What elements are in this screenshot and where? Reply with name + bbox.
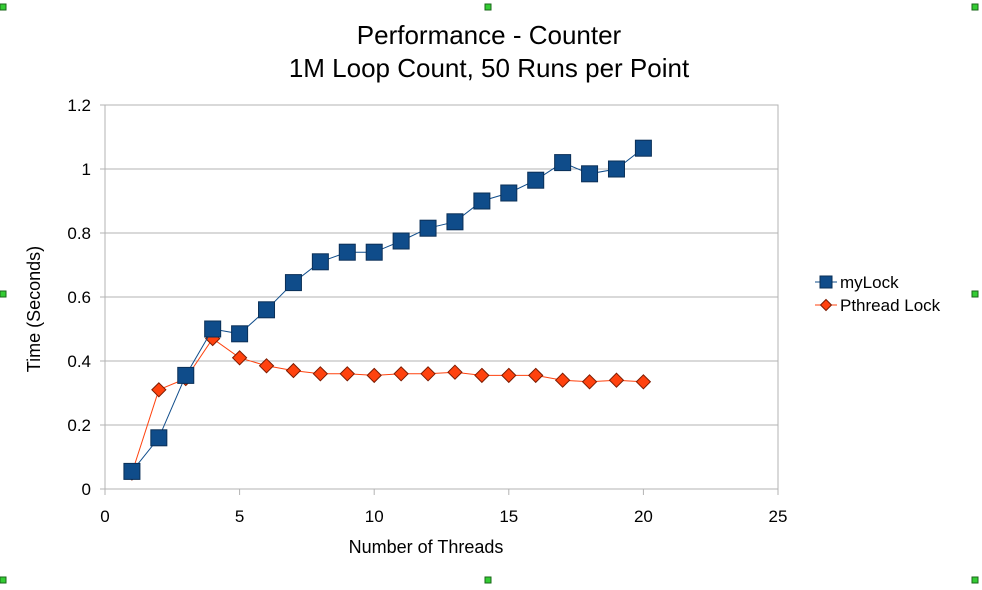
data-point-pthread-lock bbox=[393, 366, 409, 382]
selection-handle bbox=[0, 576, 7, 584]
selection-handle bbox=[971, 576, 979, 584]
data-point-mylock bbox=[473, 192, 491, 210]
y-tick-label: 0.6 bbox=[67, 288, 91, 307]
legend: myLock Pthread Lock bbox=[815, 273, 941, 315]
x-tick-label: 0 bbox=[100, 507, 109, 526]
legend-label-pthread-lock: Pthread Lock bbox=[840, 296, 941, 315]
chart-title-line-2: 1M Loop Count, 50 Runs per Point bbox=[289, 53, 690, 83]
data-point-pthread-lock bbox=[635, 374, 652, 390]
y-tick-label: 1 bbox=[82, 160, 91, 179]
series-line-pthread-lock bbox=[131, 337, 644, 474]
data-point-mylock bbox=[581, 165, 599, 183]
data-point-mylock bbox=[607, 160, 625, 178]
data-point-mylock bbox=[554, 154, 572, 172]
data-point-pthread-lock bbox=[554, 372, 571, 388]
y-axis-title: Time (Seconds) bbox=[24, 246, 44, 372]
data-point-mylock bbox=[123, 462, 141, 480]
legend-marker-pthread-lock bbox=[819, 298, 833, 312]
x-tick-label: 10 bbox=[365, 507, 384, 526]
data-point-mylock bbox=[365, 243, 383, 261]
data-point-mylock bbox=[338, 243, 356, 261]
data-point-pthread-lock bbox=[258, 358, 275, 374]
plot-area: 0 0.2 0.4 0.6 0.8 1 1.2 0 5 10 15 20 25 bbox=[67, 96, 787, 526]
data-point-pthread-lock bbox=[528, 367, 544, 384]
y-tick-label: 0.2 bbox=[67, 416, 91, 435]
x-tick-label: 5 bbox=[235, 507, 244, 526]
data-point-pthread-lock bbox=[608, 372, 625, 388]
data-point-pthread-lock bbox=[420, 366, 436, 382]
data-point-mylock bbox=[150, 429, 168, 447]
y-tick-label: 0.8 bbox=[67, 224, 91, 243]
y-tick-label: 0 bbox=[82, 480, 91, 499]
plot-frame bbox=[104, 104, 779, 490]
series-mylock bbox=[123, 139, 652, 480]
data-point-mylock bbox=[419, 219, 437, 237]
x-tick-label: 20 bbox=[634, 507, 653, 526]
data-point-mylock bbox=[284, 274, 302, 292]
selection-handles bbox=[0, 3, 979, 584]
selection-handle bbox=[484, 576, 492, 584]
data-point-pthread-lock bbox=[312, 366, 329, 382]
data-point-mylock bbox=[177, 366, 195, 384]
data-point-mylock bbox=[527, 171, 545, 189]
data-point-pthread-lock bbox=[474, 367, 490, 384]
selection-handle bbox=[0, 3, 7, 11]
data-point-mylock bbox=[258, 301, 276, 319]
data-point-pthread-lock bbox=[501, 367, 517, 384]
data-point-pthread-lock bbox=[231, 350, 248, 366]
data-point-mylock bbox=[500, 184, 518, 202]
legend-label-mylock: myLock bbox=[840, 273, 899, 292]
data-point-mylock bbox=[634, 139, 652, 157]
data-point-mylock bbox=[392, 232, 410, 250]
data-point-pthread-lock bbox=[339, 366, 355, 382]
series-pthread-lock bbox=[124, 330, 652, 481]
data-point-mylock bbox=[204, 320, 222, 338]
chart-title-line-1: Performance - Counter bbox=[357, 20, 622, 50]
y-tick-label: 0.4 bbox=[67, 352, 91, 371]
data-point-pthread-lock bbox=[366, 367, 382, 384]
data-point-pthread-lock bbox=[581, 374, 598, 390]
data-point-pthread-lock bbox=[285, 362, 302, 379]
x-tick-label: 15 bbox=[499, 507, 518, 526]
x-tick-label: 25 bbox=[769, 507, 788, 526]
y-tick-label: 1.2 bbox=[67, 96, 91, 115]
data-point-pthread-lock bbox=[447, 364, 463, 380]
data-point-pthread-lock bbox=[151, 382, 167, 398]
selection-handle bbox=[0, 290, 7, 298]
legend-marker-mylock bbox=[819, 275, 833, 289]
x-axis-title: Number of Threads bbox=[349, 537, 504, 557]
data-point-mylock bbox=[231, 325, 249, 343]
data-point-mylock bbox=[446, 213, 464, 231]
selection-handle bbox=[971, 290, 979, 298]
data-point-mylock bbox=[311, 253, 329, 271]
selection-handle bbox=[484, 3, 492, 11]
series-line-mylock bbox=[131, 147, 644, 472]
selection-handle bbox=[971, 3, 979, 11]
